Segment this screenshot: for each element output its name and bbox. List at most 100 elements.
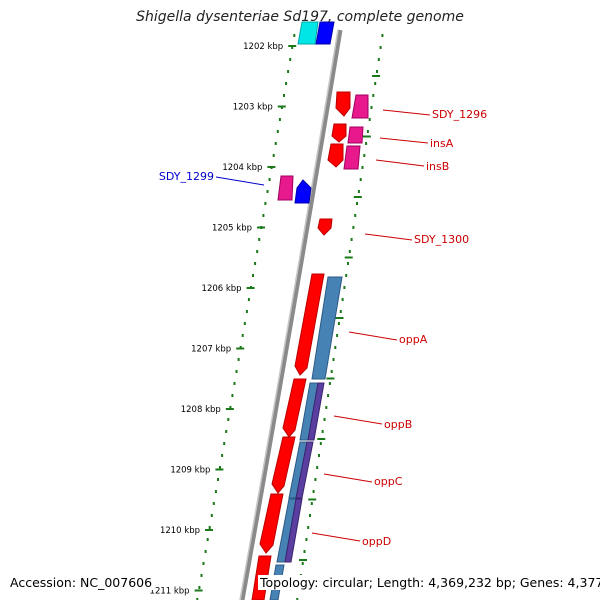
left-guide-dot: [212, 502, 215, 505]
left-guide-dot: [276, 130, 279, 133]
gene-insB-forward[interactable]: [327, 143, 344, 168]
scale-ticks: 1202 kbp 1203 kbp 1204 kbp 1205 kbp 1206 kbp…: [150, 42, 381, 597]
right-guide-dot: [377, 58, 380, 61]
left-guide-dot: [287, 70, 290, 73]
right-guide-dot: [363, 154, 366, 157]
right-guide-dot: [314, 478, 317, 481]
left-guide-dot: [256, 250, 259, 253]
gene-label-oppC[interactable]: oppC: [374, 475, 403, 488]
left-guide-dot: [241, 334, 244, 337]
left-guide-dot: [264, 202, 267, 205]
right-guide-dot: [328, 382, 331, 385]
right-guide-dot: [336, 334, 339, 337]
right-guide-dot: [296, 598, 299, 600]
scale-tick-label: 1204 kbp: [222, 163, 262, 173]
gene-insA-reverse[interactable]: [347, 126, 364, 144]
right-guide-dot: [334, 346, 337, 349]
gene-label-oppD[interactable]: oppD: [362, 535, 391, 548]
scale-tick-label: 1210 kbp: [160, 526, 200, 536]
scale-tick-label: 1206 kbp: [202, 284, 242, 294]
gene-sdy1300[interactable]: [317, 218, 333, 236]
gene-label-sdy1299[interactable]: SDY_1299: [159, 170, 214, 183]
scale-tick-label: 1209 kbp: [170, 466, 210, 476]
gene-oppC-purple[interactable]: [295, 441, 314, 499]
right-guide-dot: [341, 298, 344, 301]
left-guide-dot: [258, 238, 261, 241]
left-guide-dot: [268, 178, 271, 181]
right-guide-dot: [323, 418, 326, 421]
gene-oppC-forward[interactable]: [271, 436, 296, 494]
gene-label-insB[interactable]: insB: [426, 160, 449, 173]
right-guide-dot: [374, 82, 377, 85]
topology-label: Topology: circular; Length: 4,369,232 bp…: [258, 575, 600, 590]
gene-cyan-top[interactable]: [297, 21, 319, 45]
right-guide-dot: [356, 202, 358, 205]
left-guide-dot: [291, 46, 294, 49]
gene-label-sdy1296[interactable]: SDY_1296: [432, 108, 487, 121]
left-guide-dot: [198, 586, 201, 589]
left-guide-dot: [274, 142, 277, 145]
left-guide-dot: [223, 442, 226, 445]
left-guide-dot: [237, 358, 240, 361]
left-guide-dot: [252, 274, 254, 277]
right-guide-dot: [352, 226, 355, 229]
scale-tick-label: 1208 kbp: [181, 405, 221, 415]
right-guide-dot: [347, 262, 349, 265]
gene-oppA-forward[interactable]: [294, 273, 325, 376]
gene-blue-top[interactable]: [315, 21, 335, 45]
gene-insA-forward[interactable]: [331, 123, 347, 143]
right-guide-dot: [365, 142, 368, 145]
left-guide-dot: [217, 478, 219, 481]
leader-sdy1296: [382, 109, 431, 116]
right-guide-dot: [301, 562, 304, 565]
gene-oppA-steel[interactable]: [311, 276, 343, 380]
leader-insB: [375, 159, 425, 167]
gene-oppB-purple[interactable]: [307, 382, 325, 441]
left-guide-dot: [272, 154, 275, 157]
left-guide-dot: [208, 526, 211, 529]
gene-label-oppA[interactable]: oppA: [399, 333, 428, 346]
scale-tick-label: 1205 kbp: [212, 224, 252, 234]
gene-sdy1296-reverse[interactable]: [351, 94, 369, 119]
gene-sdy1299-blue[interactable]: [294, 179, 312, 204]
gene-label-insA[interactable]: insA: [430, 137, 454, 150]
leader-insA: [379, 137, 429, 144]
gene-oppB-forward[interactable]: [282, 378, 307, 438]
right-guide-dot: [330, 370, 333, 373]
gene-oppD-purple[interactable]: [284, 498, 303, 563]
right-guide-dot: [339, 310, 342, 313]
gene-label-oppB[interactable]: oppB: [384, 418, 412, 431]
leader-sdy1299: [215, 176, 265, 186]
right-guide-dot: [318, 454, 320, 457]
gene-sdy1296-forward[interactable]: [335, 91, 351, 117]
leader-sdy1300: [364, 233, 413, 241]
genome-backbone-highlight: [239, 29, 339, 600]
gene-oppD-forward[interactable]: [259, 493, 284, 554]
left-guide-dot: [278, 118, 281, 121]
accession-label: Accession: NC_007606: [8, 575, 155, 590]
right-guide-dot: [303, 550, 306, 553]
right-guide-dot: [337, 322, 340, 325]
left-guide-dot: [283, 94, 285, 97]
right-guide-dot: [312, 490, 315, 493]
leader-oppD: [311, 532, 361, 542]
right-guide-dot: [359, 178, 362, 181]
left-guide-dot: [200, 574, 203, 577]
left-guide-dot: [293, 34, 296, 37]
left-guide-dot: [285, 82, 288, 85]
right-guide-dot: [379, 46, 382, 49]
gene-sdy1299-pink[interactable]: [277, 175, 294, 201]
right-guide-dot: [310, 502, 313, 505]
right-guide-dot: [316, 466, 319, 469]
gene-insB-reverse[interactable]: [343, 145, 361, 170]
right-guide-dot: [350, 238, 353, 241]
right-guide-dot: [305, 538, 308, 541]
gene-label-sdy1300[interactable]: SDY_1300: [414, 233, 469, 246]
left-guide-dot: [231, 394, 234, 397]
scale-tick-label: 1211 kbp: [150, 587, 190, 597]
right-guide-dot: [309, 514, 311, 517]
left-guide-dot: [289, 58, 292, 61]
right-guide-dot: [370, 106, 373, 109]
